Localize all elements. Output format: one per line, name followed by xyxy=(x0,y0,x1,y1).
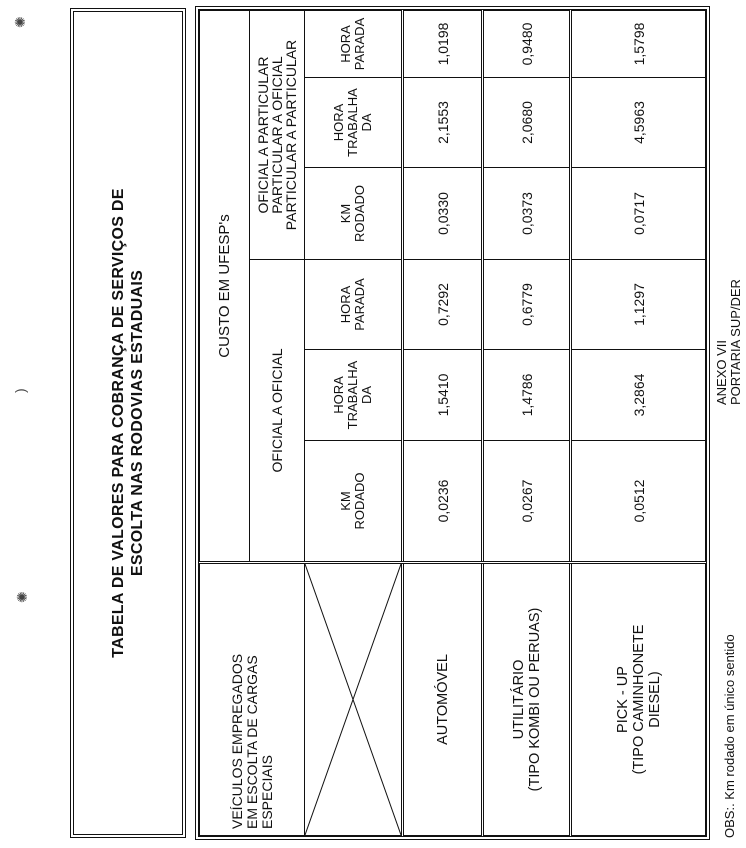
title-line-2: ESCOLTA NAS RODOVIAS ESTADUAIS xyxy=(129,269,146,577)
cost-header: CUSTO EM UFESP's xyxy=(199,10,250,563)
group-oficial-particular: OFICIAL A PARTICULAR PARTICULAR A OFICIAL… xyxy=(249,10,305,260)
subheader-hora-trabalhada: HORA TRABALHA DA xyxy=(304,349,403,441)
rates-table: VEÍCULOS EMPREGADOS EM ESCOLTA DE CARGAS E… xyxy=(195,6,710,840)
value-cell: 0,0330 xyxy=(402,167,483,260)
vehicle-label: PICK - UP (TIPO CAMINHONETE DIESEL) xyxy=(570,562,706,836)
subheader-km-rodado: KM RODADO xyxy=(304,167,403,260)
cross-lines xyxy=(305,564,401,835)
value-cell: 2,1553 xyxy=(402,77,483,168)
value-cell: 1,5798 xyxy=(570,10,706,78)
scan-speck-icon: ✺ xyxy=(14,591,30,603)
table-row: PICK - UP (TIPO CAMINHONETE DIESEL) 0,0512… xyxy=(570,10,706,836)
scan-speck-icon: ✺ xyxy=(12,16,28,28)
table-row: UTILITÁRIO (TIPO KOMBI OU PERUAS) 0,0267 … xyxy=(482,10,571,836)
value-cell: 0,7292 xyxy=(402,259,483,350)
subheader-hora-parada: HORA PARADA xyxy=(304,10,403,78)
value-cell: 0,0236 xyxy=(402,440,483,563)
value-cell: 3,2864 xyxy=(570,349,706,441)
scan-speck-icon: ) xyxy=(12,388,28,393)
value-cell: 1,1297 xyxy=(570,259,706,350)
crossed-empty-cell xyxy=(304,562,403,836)
subheader-hora-parada: HORA PARADA xyxy=(304,259,403,350)
value-cell: 0,0267 xyxy=(482,440,571,563)
table-row: AUTOMÓVEL 0,0236 1,5410 0,7292 0,0330 2,… xyxy=(402,10,483,836)
vehicle-label: UTILITÁRIO (TIPO KOMBI OU PERUAS) xyxy=(482,562,571,836)
vehicle-label: AUTOMÓVEL xyxy=(402,562,483,836)
value-cell: 0,0373 xyxy=(482,167,571,260)
value-cell: 0,0512 xyxy=(570,440,706,563)
group-oficial-a-oficial: OFICIAL A OFICIAL xyxy=(249,259,305,563)
value-cell: 2,0680 xyxy=(482,77,571,168)
value-cell: 1,5410 xyxy=(402,349,483,441)
value-cell: 1,0198 xyxy=(402,10,483,78)
vehicle-header: VEÍCULOS EMPREGADOS EM ESCOLTA DE CARGAS E… xyxy=(199,562,305,836)
title-line-1: TABELA DE VALORES PARA COBRANÇA DE SERVI… xyxy=(110,188,127,658)
value-cell: 0,9480 xyxy=(482,10,571,78)
subheader-hora-trabalhada: HORA TRABALHA DA xyxy=(304,77,403,168)
subheader-km-rodado: KM RODADO xyxy=(304,440,403,563)
title-box: TABELA DE VALORES PARA COBRANÇA DE SERVI… xyxy=(70,8,186,838)
annex-label: ANEXO VII PORTARIA SUP/DER xyxy=(714,279,743,405)
value-cell: 0,6779 xyxy=(482,259,571,350)
value-cell: 0,0717 xyxy=(570,167,706,260)
value-cell: 1,4786 xyxy=(482,349,571,441)
value-cell: 4,5963 xyxy=(570,77,706,168)
obs-note: OBS:. Km rodado em único sentido xyxy=(722,634,737,838)
